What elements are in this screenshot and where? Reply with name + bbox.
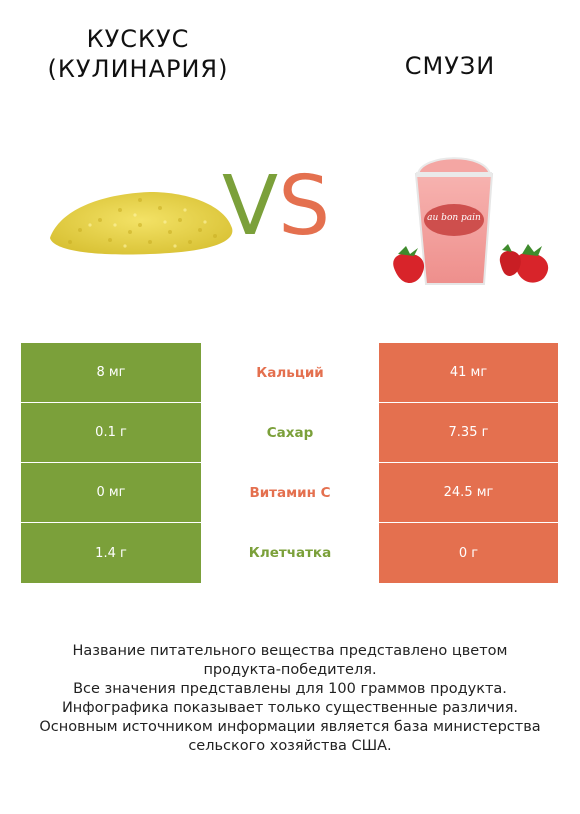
nutrient-name: Клетчатка xyxy=(201,523,379,583)
left-value: 0.1 г xyxy=(21,403,201,463)
vs-v: V xyxy=(222,159,279,254)
left-food-title-line1: КУСКУС xyxy=(86,25,190,53)
right-value: 7.35 г xyxy=(379,403,558,463)
smoothie-image: au bon pain xyxy=(393,157,549,285)
comparison-table: 8 мг Кальций 41 мг 0.1 г Сахар 7.35 г 0 … xyxy=(21,343,558,583)
table-row: 0.1 г Сахар 7.35 г xyxy=(21,403,558,463)
footer-line: продукта-победителя. xyxy=(203,662,377,678)
cup-logo-text: au bon pain xyxy=(427,213,481,223)
table-row: 8 мг Кальций 41 мг xyxy=(21,343,558,403)
left-food-title-line2: (КУЛИНАРИЯ) xyxy=(47,55,229,83)
nutrient-name: Витамин C xyxy=(201,463,379,523)
table-row: 0 мг Витамин C 24.5 мг xyxy=(21,463,558,523)
couscous-image xyxy=(50,192,233,255)
footer-line: сельского хозяйства США. xyxy=(188,738,392,754)
right-food-title: СМУЗИ xyxy=(404,52,496,80)
footer-line: Основным источником информации является … xyxy=(39,719,541,735)
footer-line: Инфографика показывает только существенн… xyxy=(61,700,519,716)
footer-line: Название питательного вещества представл… xyxy=(72,643,508,659)
right-value: 41 мг xyxy=(379,343,558,403)
footer-line: Все значения представлены для 100 граммо… xyxy=(73,681,507,697)
nutrient-name: Сахар xyxy=(201,403,379,463)
left-food-title: КУСКУС (КУЛИНАРИЯ) xyxy=(28,24,248,84)
footer-notes: Название питательного вещества представл… xyxy=(30,642,550,756)
table-row: 1.4 г Клетчатка 0 г xyxy=(21,523,558,583)
vs-label: VS xyxy=(222,162,330,252)
nutrient-name: Кальций xyxy=(201,343,379,403)
vs-s: S xyxy=(278,159,331,254)
left-value: 1.4 г xyxy=(21,523,201,583)
left-value: 0 мг xyxy=(21,463,201,523)
right-value: 0 г xyxy=(379,523,558,583)
left-value: 8 мг xyxy=(21,343,201,403)
right-value: 24.5 мг xyxy=(379,463,558,523)
